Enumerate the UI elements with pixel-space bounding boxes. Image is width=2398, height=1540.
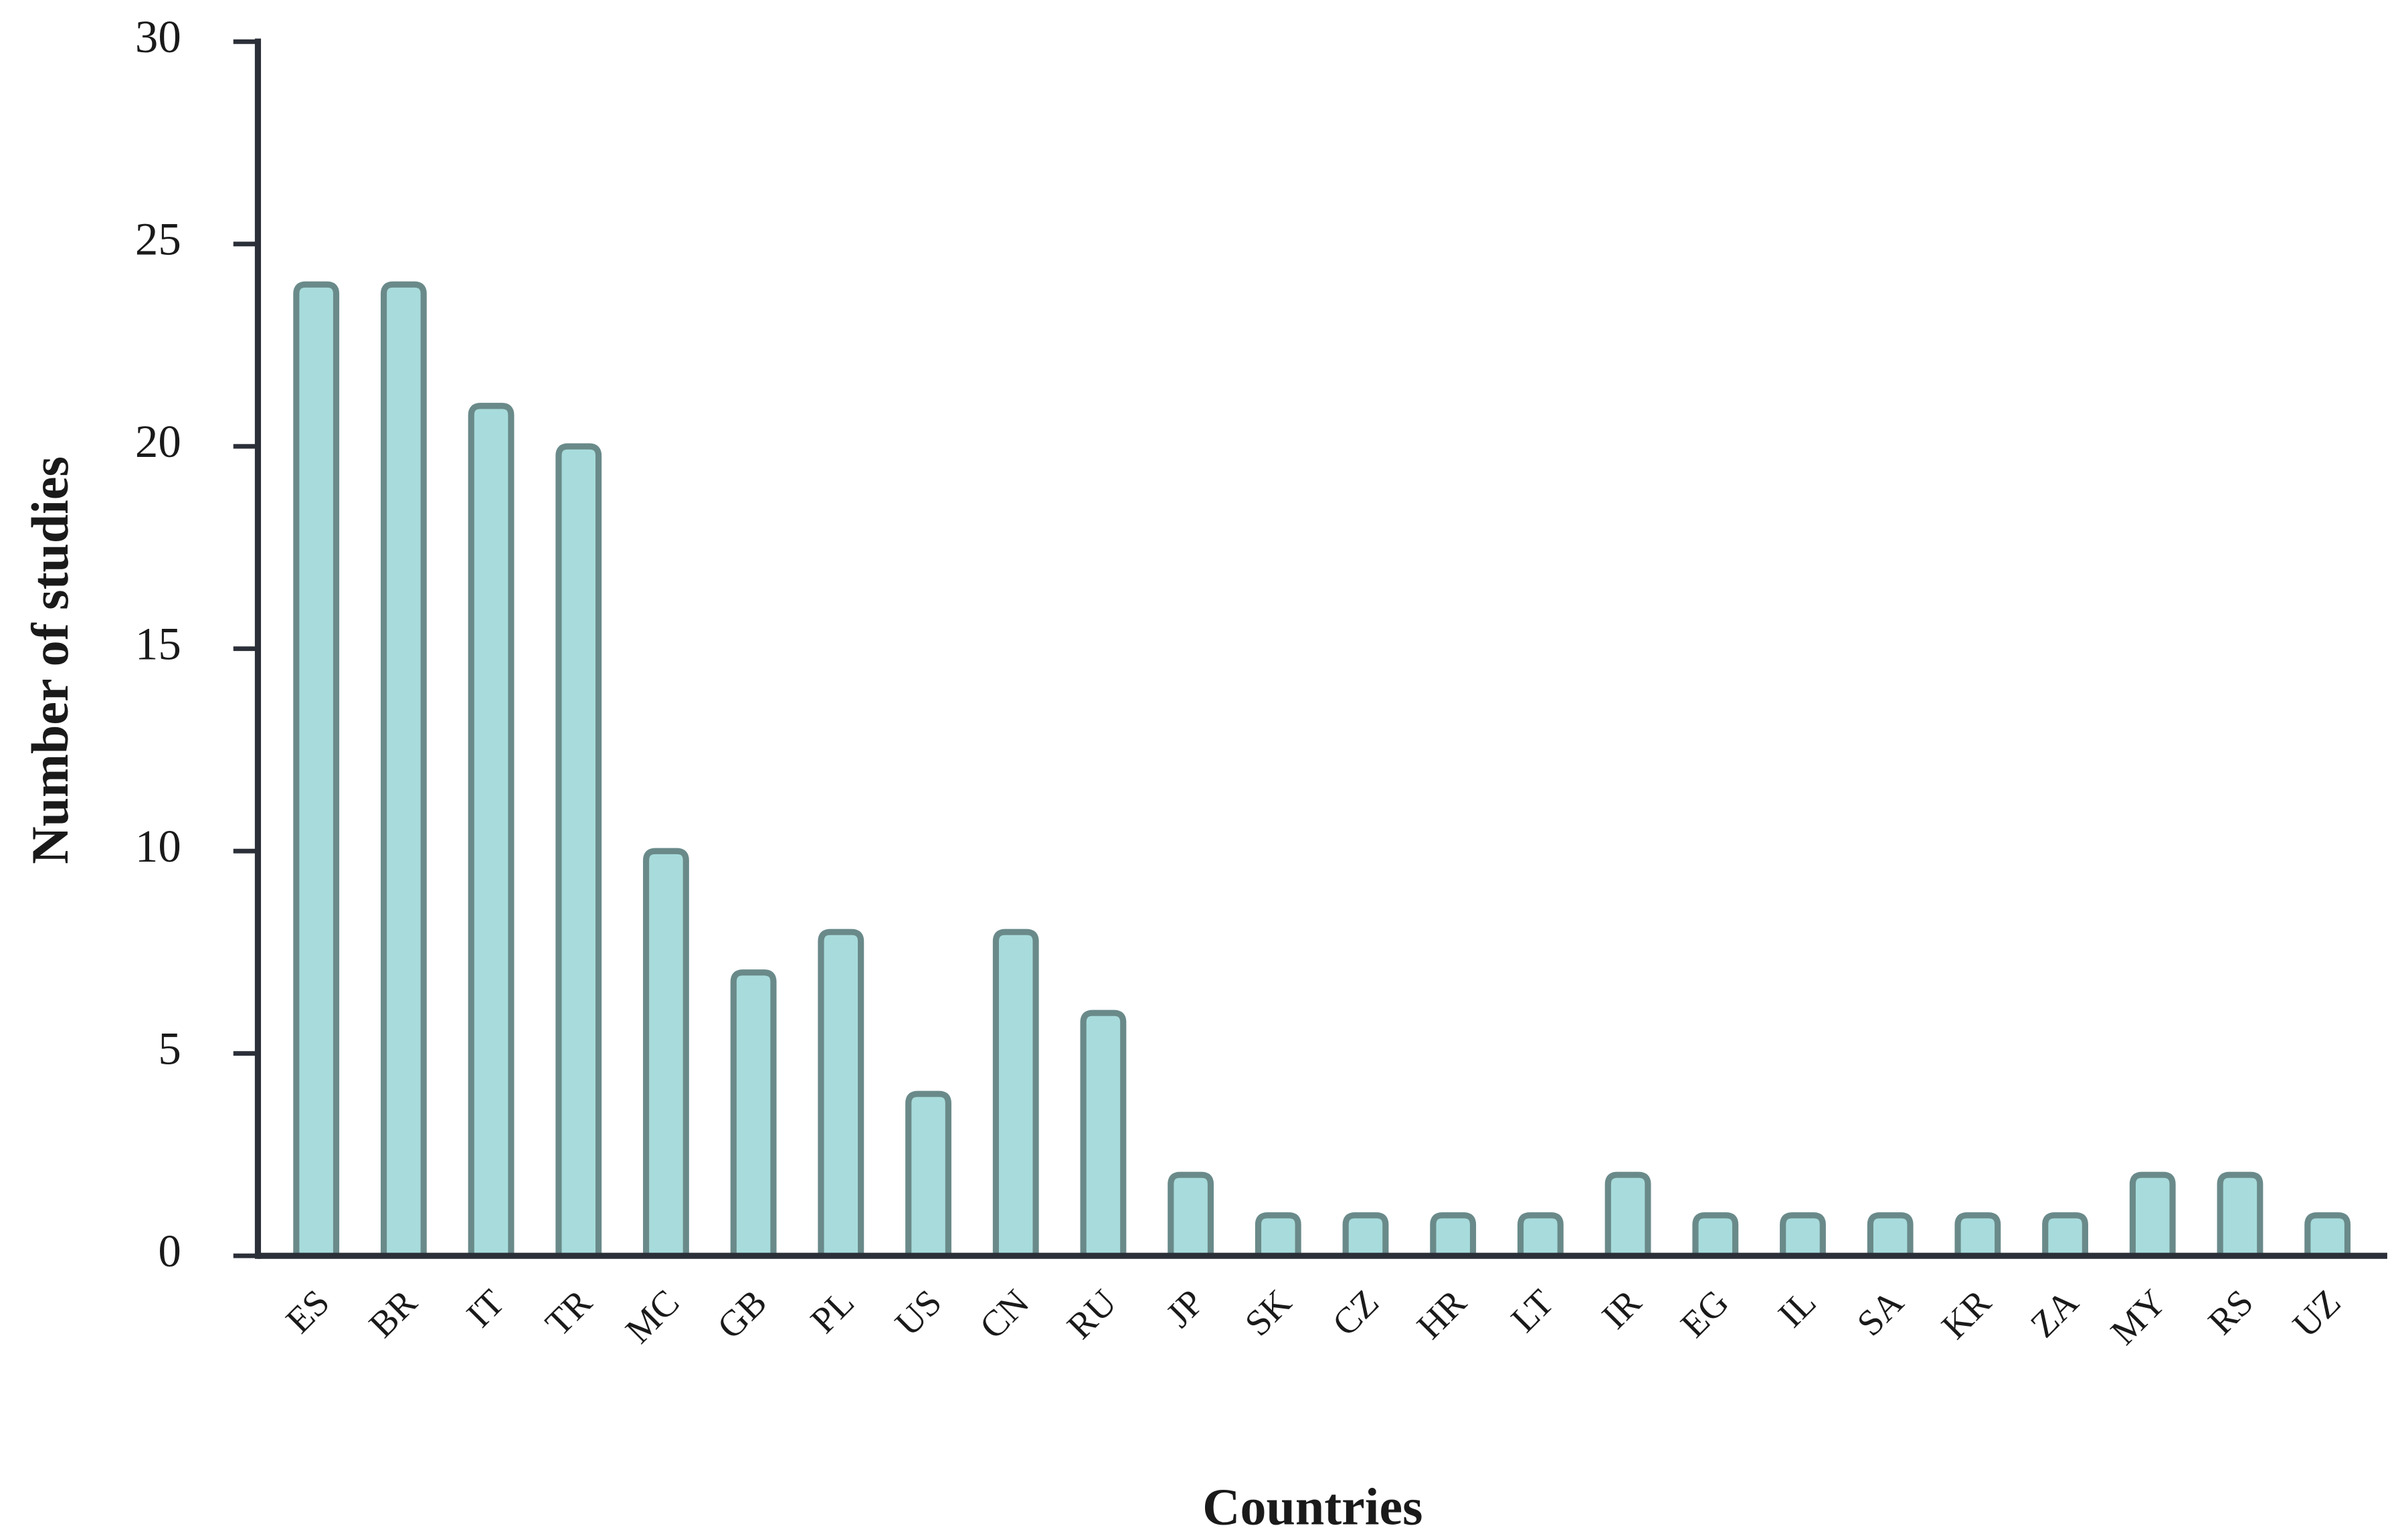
bar <box>293 281 340 1256</box>
x-tick-label: SA <box>1849 1282 1911 1344</box>
x-tick-label: HR <box>1409 1282 1474 1347</box>
bar <box>2304 1212 2351 1256</box>
bar <box>1168 1171 1214 1256</box>
bar <box>992 929 1039 1256</box>
x-tick-label: CN <box>972 1282 1036 1347</box>
x-tick-label: RS <box>2200 1282 2261 1343</box>
y-tick-label: 15 <box>135 619 181 670</box>
bar <box>1692 1212 1739 1256</box>
bar <box>2042 1212 2088 1256</box>
bar <box>643 848 689 1256</box>
x-tick-label: IR <box>1594 1282 1649 1337</box>
x-tick-label: UZ <box>2285 1282 2348 1345</box>
x-tick-label: IL <box>1770 1282 1824 1335</box>
x-tick-label: BR <box>361 1282 424 1345</box>
x-tick-label: KR <box>1934 1282 1999 1347</box>
bar <box>1867 1212 1914 1256</box>
bar <box>1954 1212 2001 1256</box>
bar <box>818 929 864 1256</box>
x-tick-label: ES <box>278 1282 337 1341</box>
bar <box>730 969 777 1256</box>
x-tick-label: IT <box>458 1282 512 1335</box>
bar <box>905 1090 951 1256</box>
y-tick-label: 25 <box>135 214 181 265</box>
x-tick-label: CZ <box>1324 1282 1386 1344</box>
x-axis-title: Countries <box>1202 1478 1422 1536</box>
x-tick-label: ZA <box>2023 1282 2086 1345</box>
bar <box>1255 1212 1301 1256</box>
x-tick-label: MC <box>618 1282 687 1351</box>
bar <box>1080 1009 1127 1256</box>
x-tick-label: EG <box>1673 1282 1736 1345</box>
x-tick-label: PL <box>802 1282 862 1341</box>
y-tick-label: 0 <box>158 1226 181 1276</box>
x-tick-label: JP <box>1158 1282 1212 1335</box>
bar <box>1517 1212 1564 1256</box>
y-axis-title: Number of studies <box>21 456 79 864</box>
bar <box>1604 1171 1651 1256</box>
y-tick-label: 5 <box>158 1024 181 1074</box>
y-tick-label: 30 <box>135 11 181 62</box>
bar <box>468 403 515 1256</box>
bar <box>1780 1212 1826 1256</box>
y-tick-label: 20 <box>135 416 181 467</box>
x-tick-label: MY <box>2103 1282 2174 1353</box>
x-tick-label: TR <box>537 1282 600 1344</box>
bar <box>1342 1212 1389 1256</box>
bar <box>1430 1212 1477 1256</box>
x-tick-label: LT <box>1503 1282 1561 1340</box>
bar <box>555 443 602 1256</box>
bar <box>2217 1171 2264 1256</box>
x-tick-label: SK <box>1237 1282 1299 1344</box>
y-tick-label: 10 <box>135 821 181 872</box>
bar <box>2129 1171 2176 1256</box>
bar <box>380 281 427 1256</box>
x-tick-label: US <box>887 1282 949 1344</box>
x-tick-label: GB <box>709 1282 774 1347</box>
x-tick-label: RU <box>1059 1282 1124 1347</box>
